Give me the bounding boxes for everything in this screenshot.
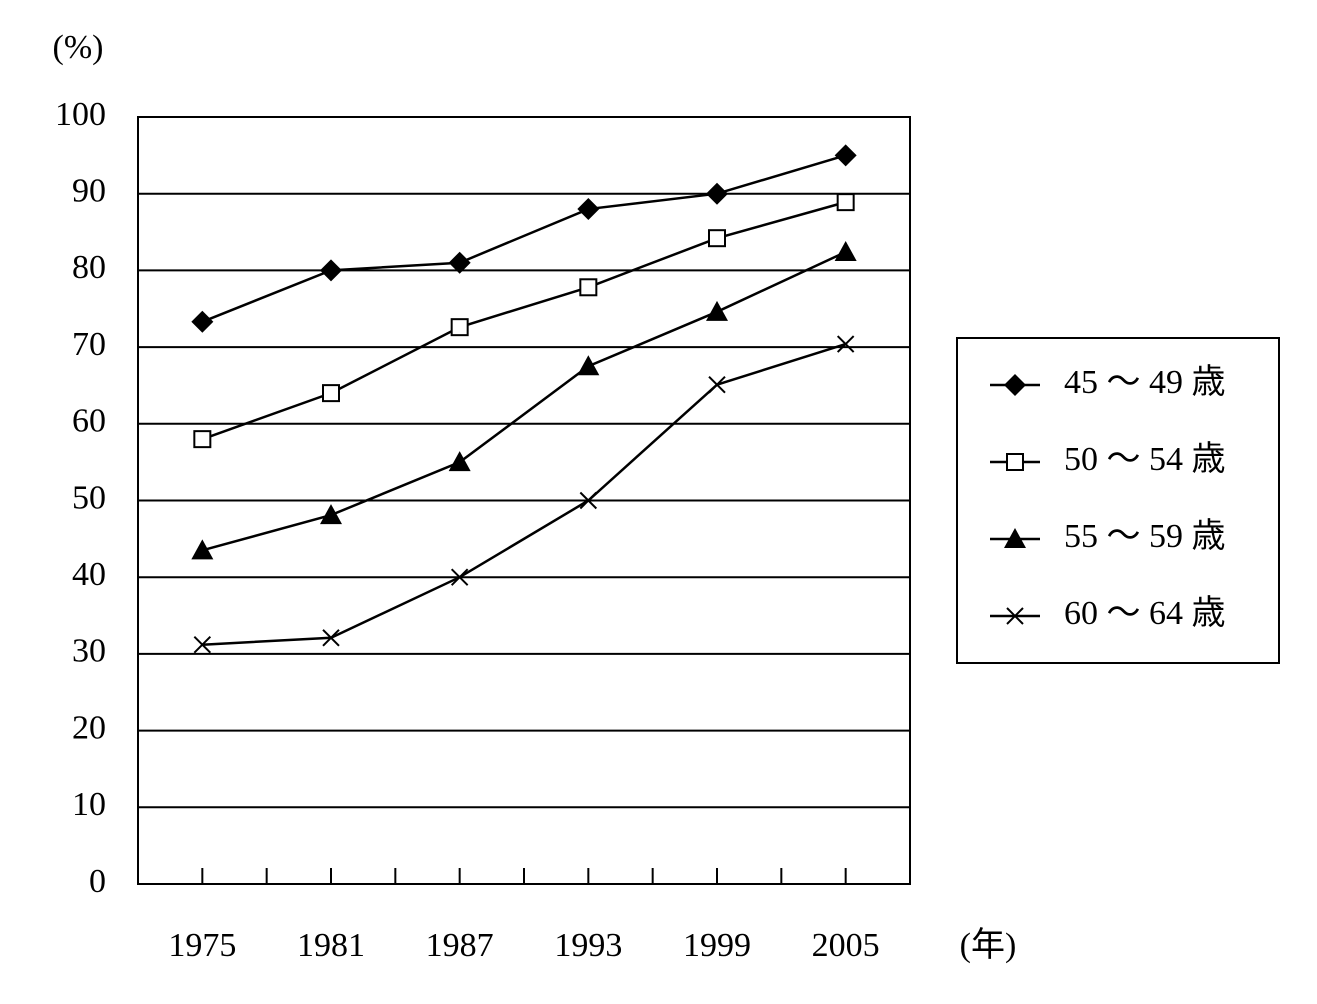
data-point <box>448 251 471 274</box>
x-tick-label: 1975 <box>168 927 236 964</box>
series-line <box>202 250 847 552</box>
data-point <box>193 430 212 449</box>
x-tick-label: 1993 <box>554 927 622 964</box>
y-axis-label: (%) <box>53 29 104 66</box>
y-tick-label: 100 <box>55 96 106 133</box>
data-point <box>320 259 342 282</box>
data-point <box>322 384 340 403</box>
x-tick-label: 1999 <box>683 927 751 964</box>
legend-marker <box>1006 453 1024 471</box>
data-point <box>448 451 471 472</box>
legend-label: 45 ～ 49 歳 <box>1064 363 1226 401</box>
data-point <box>834 240 857 261</box>
data-point <box>191 539 214 560</box>
data-point <box>836 193 855 212</box>
legend-box <box>956 337 1280 664</box>
data-point <box>579 278 598 297</box>
data-point <box>708 229 726 248</box>
data-point <box>193 635 212 654</box>
series-line <box>201 200 847 441</box>
y-tick-label: 90 <box>72 172 106 209</box>
legend-label: 55 ～ 59 歳 <box>1064 517 1226 555</box>
data-point <box>577 355 600 376</box>
data-point <box>706 182 728 205</box>
y-tick-label: 0 <box>89 863 106 900</box>
legend-marker <box>1004 374 1026 396</box>
y-tick-label: 60 <box>72 403 106 440</box>
data-point <box>191 310 214 333</box>
y-tick-label: 80 <box>72 249 106 286</box>
legend-label: 50 ～ 54 歳 <box>1064 440 1226 478</box>
y-tick-label: 40 <box>72 556 106 593</box>
y-tick-label: 50 <box>72 479 106 516</box>
data-point <box>322 629 340 647</box>
series-line <box>202 342 847 646</box>
series-line <box>201 154 847 323</box>
legend-label: 60 ～ 64 歳 <box>1064 594 1226 632</box>
y-tick-label: 10 <box>72 786 106 823</box>
x-tick-label: 2005 <box>812 927 880 964</box>
data-point <box>320 504 342 525</box>
data-point <box>834 144 857 167</box>
data-point <box>836 335 855 353</box>
y-tick-label: 20 <box>72 709 106 746</box>
y-tick-label: 30 <box>72 633 106 670</box>
data-point <box>579 491 598 510</box>
x-tick-label: 1987 <box>426 927 494 964</box>
data-point <box>450 318 469 337</box>
x-axis-label: (年) <box>960 926 1017 964</box>
data-point <box>706 300 728 321</box>
data-point <box>450 568 469 586</box>
data-point <box>708 375 726 394</box>
legend-marker <box>1006 607 1024 625</box>
y-tick-label: 70 <box>72 326 106 363</box>
x-tick-label: 1981 <box>297 927 365 964</box>
data-point <box>577 198 600 221</box>
legend-marker <box>1004 528 1026 548</box>
